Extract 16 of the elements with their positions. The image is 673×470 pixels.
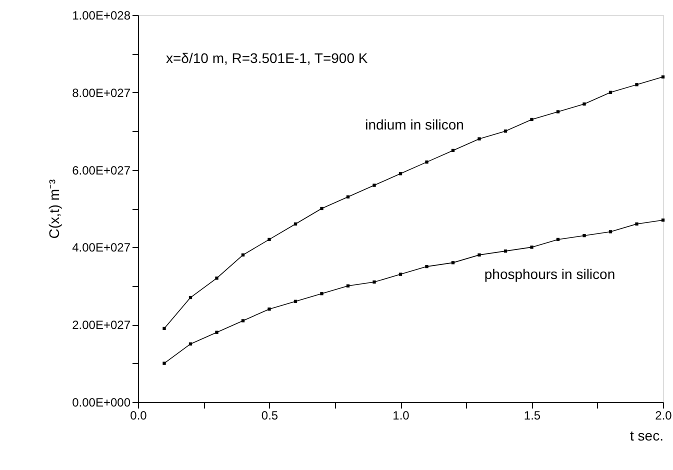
y-tick-label: 4.00E+027 bbox=[72, 240, 131, 255]
y-tick-label: 0.00E+000 bbox=[72, 396, 131, 410]
x-tick-label: 0.5 bbox=[261, 408, 278, 422]
y-tick-label: 1.00E+028 bbox=[72, 8, 131, 22]
y-tick-label: 2.00E+027 bbox=[72, 318, 131, 332]
x-axis-title: t sec. bbox=[630, 428, 664, 444]
series-label: indium in silicon bbox=[365, 116, 464, 133]
x-tick-label: 0.0 bbox=[130, 408, 148, 422]
y-axis-title: C(x,t) m⁻³ bbox=[46, 178, 62, 239]
x-tick-label: 1.0 bbox=[392, 408, 410, 422]
x-tick-label: 2.0 bbox=[655, 408, 672, 422]
y-tick-label: 6.00E+027 bbox=[72, 163, 131, 178]
annotation: x=δ/10 m, R=3.501E-1, T=900 K bbox=[166, 50, 368, 66]
y-tick-label: 8.00E+027 bbox=[72, 86, 131, 100]
series-label: phosphours in silicon bbox=[484, 266, 616, 282]
x-tick-label: 1.5 bbox=[524, 408, 541, 422]
